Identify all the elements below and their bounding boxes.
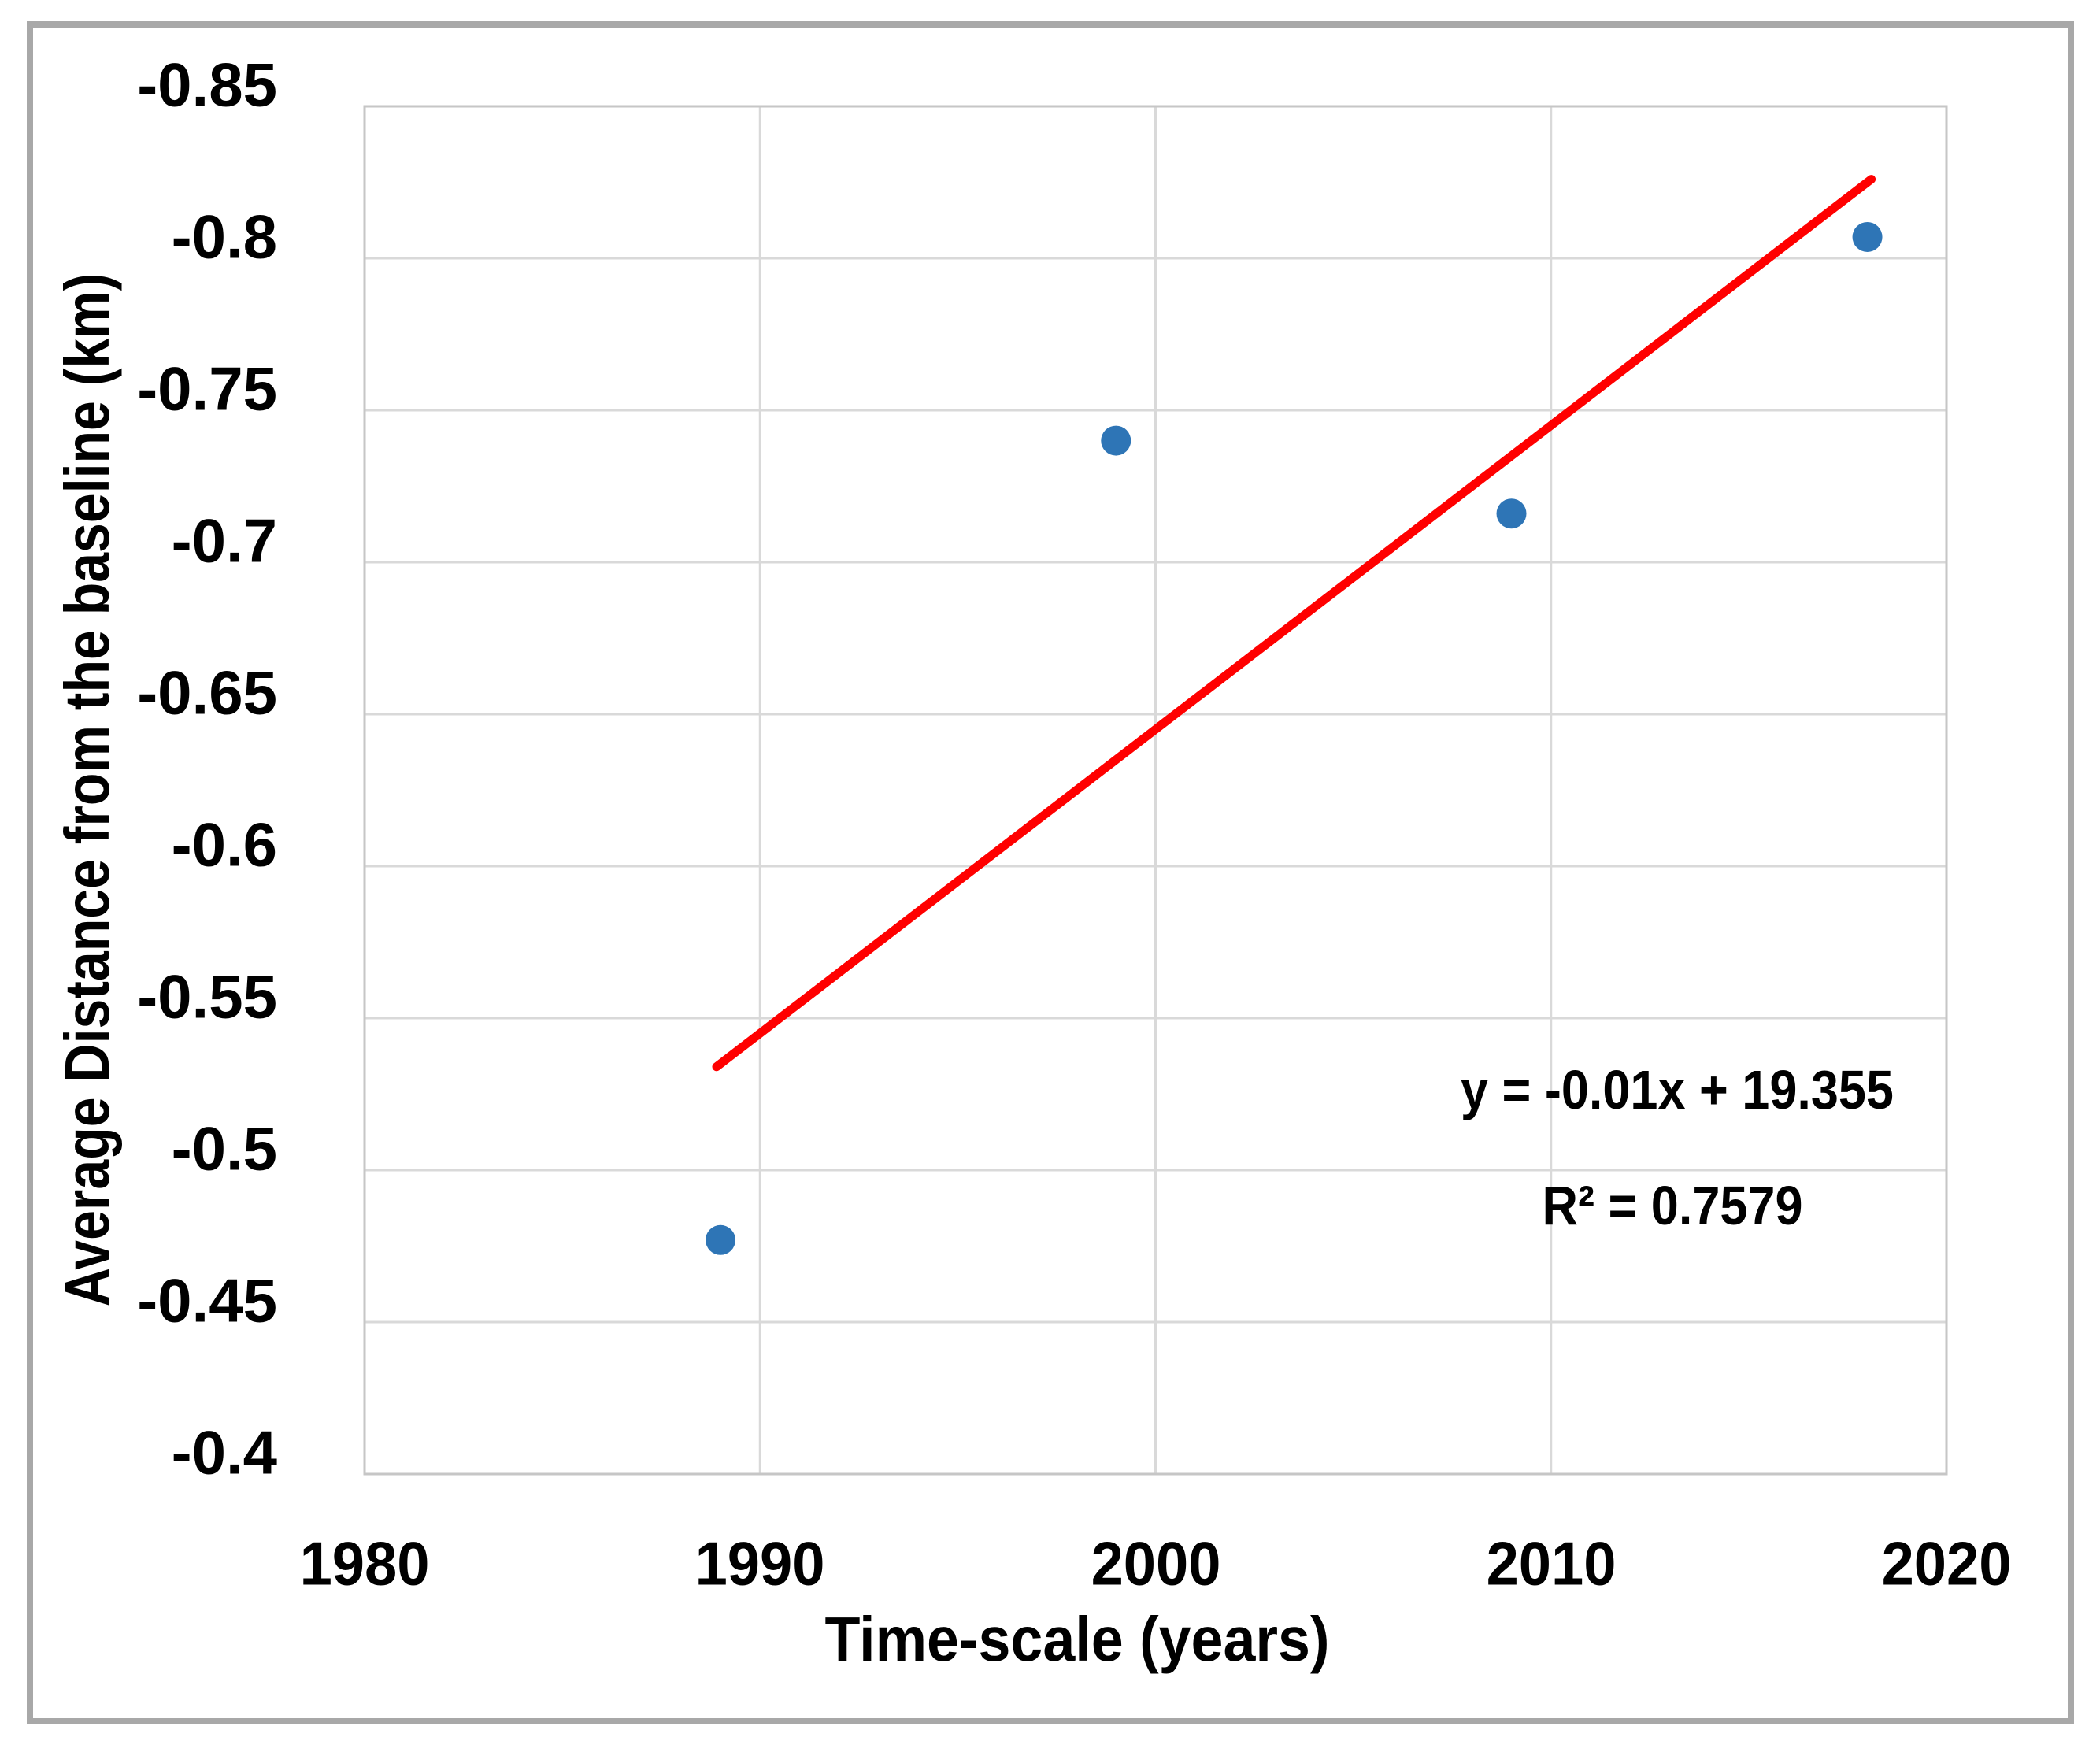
scatter-point (1101, 425, 1131, 456)
y-tick-label: -0.55 (137, 961, 277, 1032)
y-tick-label: -0.4 (171, 1417, 277, 1487)
y-tick-label: -0.45 (137, 1265, 277, 1335)
plot-border (363, 105, 1948, 1476)
x-tick-label: 2000 (1091, 1528, 1220, 1598)
data-points (706, 221, 1883, 1255)
x-axis-title: Time-scale (years) (824, 1604, 1330, 1674)
scatter-point (706, 1224, 736, 1255)
y-tick-label: -0.5 (171, 1113, 277, 1183)
y-tick-label: -0.8 (171, 202, 277, 272)
x-tick-label: 2010 (1486, 1528, 1617, 1598)
chart-outer-frame (27, 21, 2074, 1724)
r-squared-label: R² = 0.7579 (1542, 1175, 1803, 1236)
y-tick-label: -0.85 (137, 50, 277, 120)
gridlines (363, 105, 1948, 1476)
x-tick-label: 1980 (299, 1528, 430, 1598)
trendline-equation-label: y = -0.01x + 19.355 (1461, 1059, 1894, 1120)
trendline (712, 175, 1876, 1072)
y-tick-label: -0.7 (171, 506, 277, 576)
x-tick-label: 2020 (1881, 1528, 2012, 1598)
scatter-point (1496, 498, 1527, 529)
y-tick-label: -0.75 (137, 354, 277, 424)
y-tick-label: -0.6 (171, 809, 277, 880)
scatter-point (1852, 221, 1883, 252)
y-axis-title: Average Distance from the baseline (km) (52, 272, 122, 1307)
y-tick-label: -0.65 (137, 657, 277, 728)
x-tick-label: 1990 (694, 1528, 825, 1598)
